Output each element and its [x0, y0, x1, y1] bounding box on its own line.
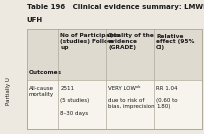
Text: 2511

(5 studies)

8–30 days: 2511 (5 studies) 8–30 days	[60, 86, 89, 116]
FancyBboxPatch shape	[27, 29, 202, 129]
Text: All-cause
mortality: All-cause mortality	[29, 86, 54, 97]
Text: Table 196   Clinical evidence summary: LMWH (stand.: Table 196 Clinical evidence summary: LMW…	[27, 4, 204, 10]
FancyBboxPatch shape	[27, 29, 202, 80]
Text: No of Participants
(studies) Follow
up: No of Participants (studies) Follow up	[60, 34, 120, 50]
Text: UFH: UFH	[27, 17, 43, 23]
Text: RR 1.04

(0.60 to
1.80): RR 1.04 (0.60 to 1.80)	[156, 86, 178, 109]
Text: Relative
effect (95%
CI): Relative effect (95% CI)	[156, 34, 195, 50]
Text: Outcomes: Outcomes	[29, 70, 62, 75]
Text: Quality of the
evidence
(GRADE): Quality of the evidence (GRADE)	[108, 34, 154, 50]
Text: VERY LOWᵃᵇ

due to risk of
bias, imprecision: VERY LOWᵃᵇ due to risk of bias, imprecis…	[108, 86, 155, 109]
Text: Partially U: Partially U	[6, 77, 11, 105]
